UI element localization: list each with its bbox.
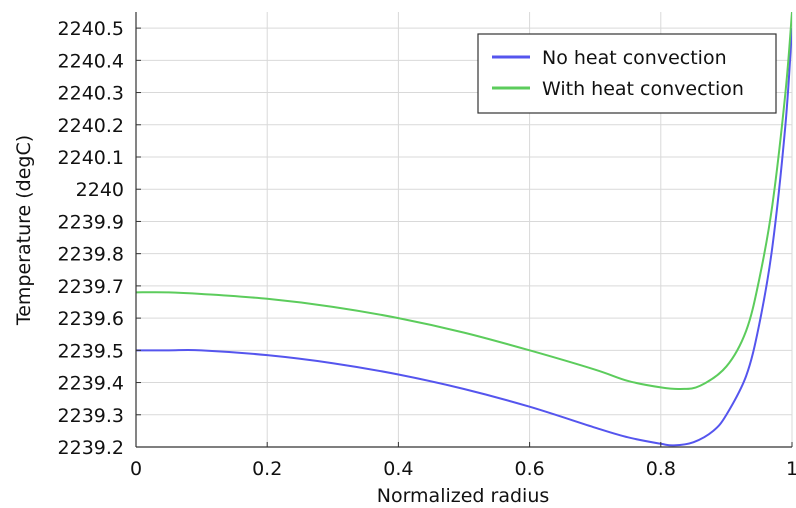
y-tick-label: 2239.6: [58, 308, 124, 330]
y-tick-label: 2239.5: [58, 340, 124, 362]
x-tick-label: 0.6: [514, 458, 544, 480]
legend-box: [477, 33, 777, 114]
y-tick-label: 2240.1: [58, 147, 124, 169]
series-line-no-convection: [135, 28, 792, 447]
y-tick-label: 2240.2: [58, 115, 124, 137]
y-tick-label: 2240: [76, 179, 124, 201]
y-tick-label: 2240.3: [58, 83, 124, 105]
y-tick-label: 2239.8: [58, 244, 124, 266]
y-tick-label: 2240.4: [58, 50, 124, 72]
axes: [135, 12, 793, 448]
x-tick-label: 0.4: [383, 458, 413, 480]
series-line-with-convection: [135, 12, 792, 391]
y-tick-label: 2239.4: [58, 373, 124, 395]
y-tick-label: 2239.7: [58, 276, 124, 298]
x-axis-title: Normalized radius: [377, 485, 550, 507]
grid: [135, 12, 793, 448]
tick-labels: 0 0.2 0.4 0.6 0.8 1 2239.2 2239.3 2239.4 2239.5 22…: [58, 18, 796, 480]
y-tick-label: 2239.3: [58, 405, 124, 427]
legend-label-no-convection: No heat convection: [542, 47, 727, 69]
x-tick-label: 0.8: [646, 458, 676, 480]
y-tick-label: 2239.2: [58, 437, 124, 459]
legend-label-with-convection: With heat convection: [542, 78, 744, 100]
series-layer: [135, 12, 792, 447]
x-tick-label: 1: [786, 458, 796, 480]
y-tick-label: 2240.5: [58, 18, 124, 40]
x-tick-label: 0.2: [252, 458, 282, 480]
x-tick-label: 0: [130, 458, 142, 480]
y-axis-title: Temperature (degC): [13, 135, 35, 326]
y-tick-label: 2239.9: [58, 211, 124, 233]
legend: No heat convection With heat convection: [477, 33, 777, 114]
